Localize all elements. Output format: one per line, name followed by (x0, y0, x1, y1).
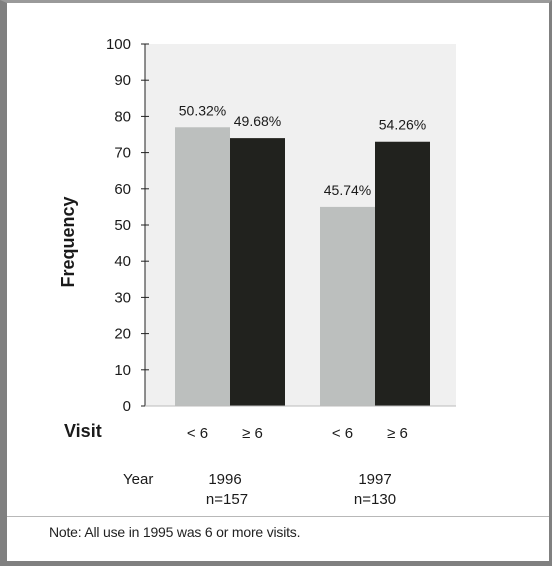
y-tick-label: 20 (114, 326, 131, 343)
x-category-label: < 6 (332, 425, 353, 442)
x-category-label: < 6 (187, 425, 208, 442)
year-label: 1996 (208, 471, 241, 488)
year-label: 1997 (358, 471, 391, 488)
visit-row-label: Visit (64, 421, 102, 441)
bar (320, 206, 375, 406)
y-tick-label: 90 (114, 72, 131, 89)
bar-percent-label: 49.68% (234, 113, 281, 129)
x-category-label: ≥ 6 (242, 425, 263, 442)
year-row-label: Year (123, 471, 153, 488)
y-axis-title: Frequency (58, 196, 78, 287)
bar-percent-label: 50.32% (179, 102, 226, 118)
y-tick-label: 100 (106, 36, 131, 53)
note-divider (7, 516, 549, 517)
bar-percent-label: 45.74% (324, 182, 371, 198)
bar-chart: 0 10 20 30 40 50 60 70 80 90 100 Frequency 50.32% < 6… (58, 36, 456, 508)
chart-note: Note: All use in 1995 was 6 or more visi… (49, 524, 301, 540)
y-tick-label: 40 (114, 253, 131, 270)
y-tick-label: 50 (114, 217, 131, 234)
bar (230, 138, 285, 406)
bar (175, 127, 230, 406)
bar (375, 141, 430, 407)
y-tick-label: 30 (114, 289, 131, 306)
x-category-label: ≥ 6 (387, 425, 408, 442)
y-tick-label: 60 (114, 181, 131, 198)
bar-percent-label: 54.26% (379, 117, 426, 133)
year-n-label: n=157 (206, 491, 248, 508)
y-tick-label: 10 (114, 362, 131, 379)
y-tick-label: 70 (114, 145, 131, 162)
year-n-label: n=130 (354, 491, 396, 508)
y-tick-label: 0 (123, 398, 131, 415)
y-tick-label: 80 (114, 108, 131, 125)
